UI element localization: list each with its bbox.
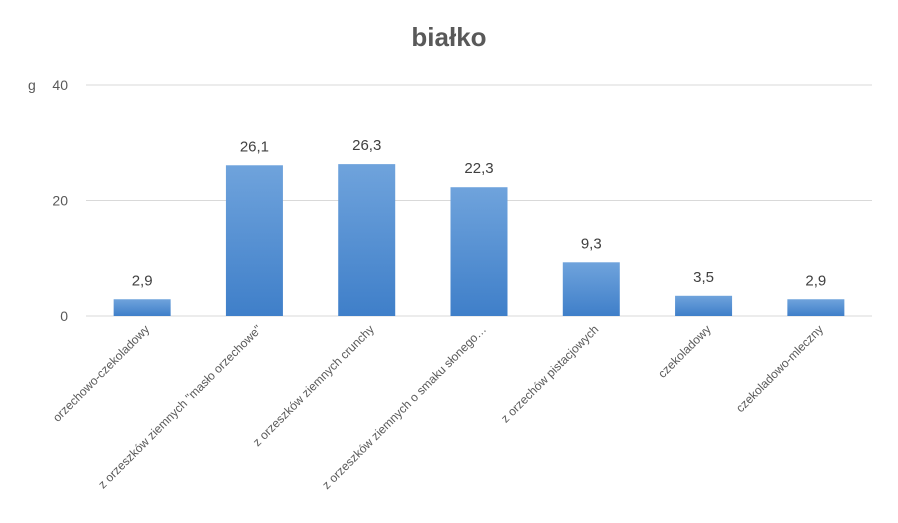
bar-4 xyxy=(450,187,508,316)
bar-7 xyxy=(787,299,845,316)
bar-1 xyxy=(113,299,171,316)
category-label-1: orzechowo-czekoladowy xyxy=(50,322,152,424)
y-tick-label: 20 xyxy=(52,193,68,209)
y-axis-unit-label: g xyxy=(28,77,36,93)
chart-title: białko xyxy=(411,22,487,52)
data-label-6: 3,5 xyxy=(693,269,714,286)
data-label-3: 26,3 xyxy=(352,137,381,154)
category-label-3: z orzeszków ziemnych crunchy xyxy=(250,322,377,449)
category-label-5: z orzechów pistacjowych xyxy=(498,322,601,425)
category-label-6: czekoladowy xyxy=(655,322,713,380)
bar-2 xyxy=(225,165,283,316)
bar-5 xyxy=(562,262,620,316)
y-tick-label: 0 xyxy=(60,308,68,324)
data-label-2: 26,1 xyxy=(240,138,269,155)
data-label-4: 22,3 xyxy=(464,160,493,177)
bar-6 xyxy=(675,295,733,316)
category-label-7: czekoladowo-mleczny xyxy=(733,322,826,415)
bar-3 xyxy=(338,164,396,316)
data-label-7: 2,9 xyxy=(805,272,826,289)
y-tick-label: 40 xyxy=(52,77,68,93)
data-label-1: 2,9 xyxy=(132,272,153,289)
data-label-5: 9,3 xyxy=(581,235,602,252)
